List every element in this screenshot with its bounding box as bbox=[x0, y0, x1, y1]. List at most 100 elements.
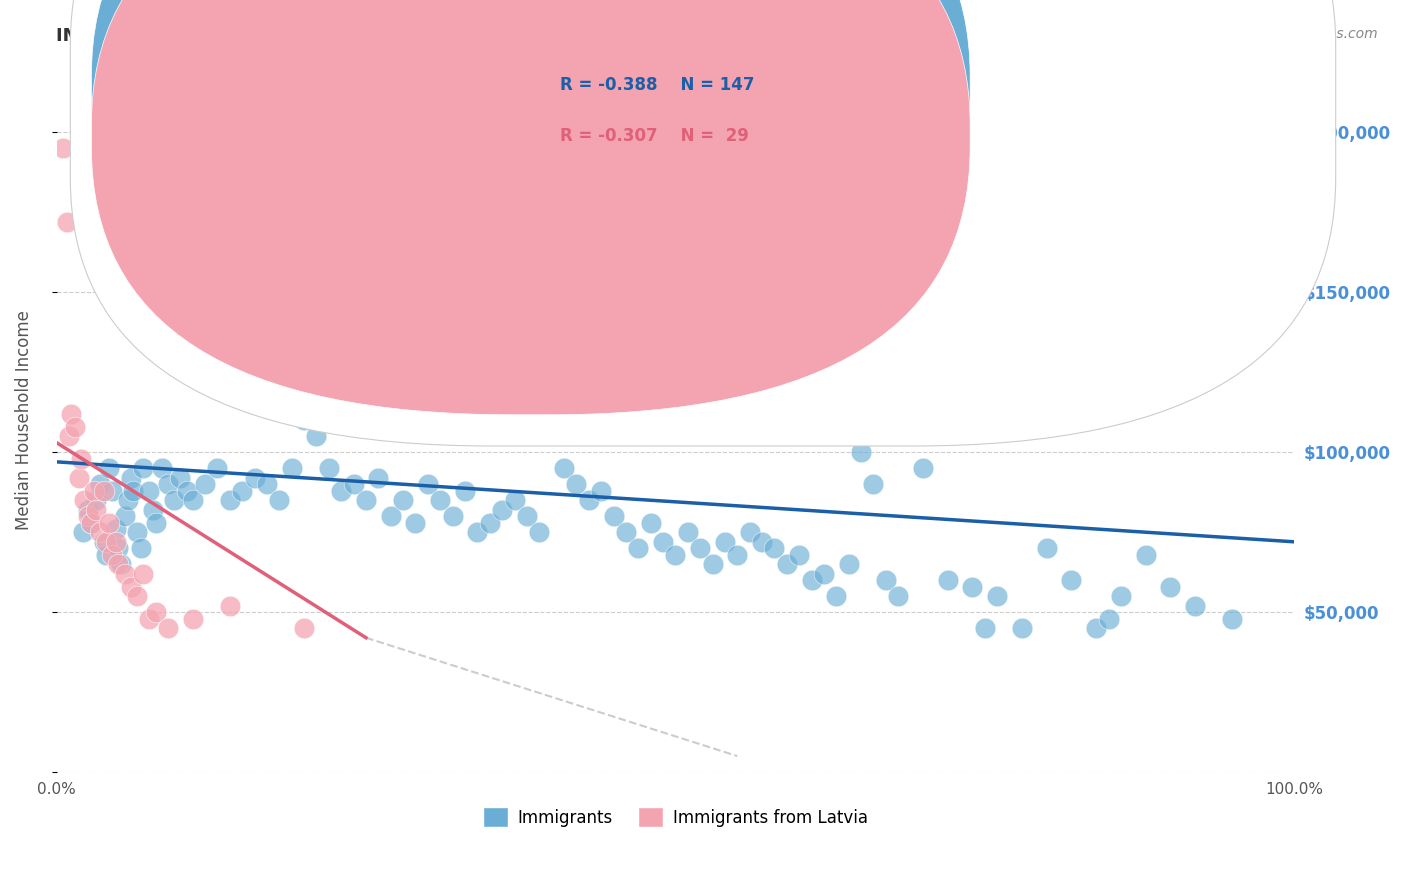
Immigrants bbox=[714, 534, 737, 549]
Immigrants bbox=[176, 483, 198, 498]
Immigrants from Latvia bbox=[76, 509, 98, 524]
Immigrants bbox=[776, 557, 799, 571]
Immigrants bbox=[94, 548, 117, 562]
Immigrants from Latvia bbox=[70, 451, 93, 466]
Immigrants bbox=[602, 509, 624, 524]
Immigrants from Latvia bbox=[125, 589, 148, 603]
Immigrants bbox=[392, 493, 415, 508]
Immigrants bbox=[280, 461, 302, 475]
Immigrants bbox=[614, 525, 637, 540]
Immigrants bbox=[516, 509, 538, 524]
Immigrants bbox=[664, 548, 686, 562]
Immigrants bbox=[640, 516, 662, 530]
Immigrants bbox=[800, 573, 823, 587]
Immigrants from Latvia bbox=[73, 493, 96, 508]
Immigrants bbox=[156, 477, 179, 491]
Immigrants from Latvia bbox=[138, 611, 160, 625]
Legend: Immigrants, Immigrants from Latvia: Immigrants, Immigrants from Latvia bbox=[477, 800, 875, 834]
Immigrants bbox=[110, 557, 132, 571]
Immigrants bbox=[117, 493, 139, 508]
Immigrants bbox=[973, 621, 995, 635]
Immigrants bbox=[652, 534, 675, 549]
Immigrants bbox=[1135, 548, 1157, 562]
Immigrants bbox=[256, 477, 278, 491]
Immigrants from Latvia bbox=[93, 483, 115, 498]
Immigrants bbox=[122, 483, 145, 498]
Immigrants bbox=[738, 525, 761, 540]
Immigrants bbox=[825, 589, 848, 603]
Immigrants bbox=[565, 477, 588, 491]
Immigrants bbox=[132, 461, 155, 475]
Immigrants bbox=[1060, 573, 1083, 587]
Immigrants bbox=[441, 509, 464, 524]
Immigrants from Latvia bbox=[55, 215, 77, 229]
Immigrants bbox=[343, 477, 366, 491]
Immigrants bbox=[1035, 541, 1057, 556]
Immigrants from Latvia bbox=[156, 621, 179, 635]
Immigrants bbox=[962, 580, 984, 594]
Immigrants from Latvia bbox=[181, 611, 204, 625]
Immigrants bbox=[231, 483, 253, 498]
Immigrants bbox=[125, 525, 148, 540]
Immigrants bbox=[207, 461, 229, 475]
Immigrants bbox=[578, 493, 600, 508]
Immigrants bbox=[553, 461, 575, 475]
Immigrants bbox=[503, 493, 526, 508]
Immigrants bbox=[163, 493, 186, 508]
Immigrants from Latvia bbox=[218, 599, 240, 613]
Immigrants bbox=[101, 483, 124, 498]
Immigrants bbox=[936, 573, 959, 587]
Immigrants from Latvia bbox=[63, 419, 86, 434]
Immigrants bbox=[318, 461, 340, 475]
Immigrants bbox=[114, 509, 136, 524]
Text: Source: ZipAtlas.com: Source: ZipAtlas.com bbox=[1230, 27, 1378, 41]
Immigrants bbox=[194, 477, 217, 491]
Immigrants bbox=[1184, 599, 1206, 613]
Immigrants bbox=[986, 589, 1008, 603]
Immigrants bbox=[84, 493, 107, 508]
Immigrants bbox=[725, 548, 748, 562]
Text: IMMIGRANTS VS IMMIGRANTS FROM LATVIA MEDIAN HOUSEHOLD INCOME CORRELATION CHART: IMMIGRANTS VS IMMIGRANTS FROM LATVIA MED… bbox=[56, 27, 1029, 45]
Immigrants from Latvia bbox=[132, 566, 155, 581]
Immigrants bbox=[849, 445, 872, 459]
Immigrants bbox=[150, 461, 173, 475]
Immigrants bbox=[540, 381, 562, 395]
Immigrants bbox=[405, 516, 427, 530]
Immigrants from Latvia bbox=[94, 534, 117, 549]
Immigrants bbox=[76, 503, 98, 517]
Immigrants bbox=[243, 471, 266, 485]
Immigrants bbox=[787, 548, 810, 562]
Immigrants bbox=[813, 566, 835, 581]
Text: R = -0.307    N =  29: R = -0.307 N = 29 bbox=[560, 127, 748, 145]
Immigrants bbox=[491, 503, 513, 517]
Immigrants bbox=[80, 516, 103, 530]
Immigrants bbox=[838, 557, 860, 571]
Immigrants bbox=[93, 534, 115, 549]
Immigrants bbox=[429, 493, 451, 508]
Text: ZIPatlas: ZIPatlas bbox=[512, 385, 839, 455]
Immigrants from Latvia bbox=[105, 534, 128, 549]
Immigrants bbox=[72, 525, 94, 540]
Immigrants bbox=[478, 516, 501, 530]
Immigrants bbox=[1085, 621, 1108, 635]
Immigrants bbox=[354, 493, 377, 508]
Immigrants bbox=[292, 413, 315, 427]
Immigrants bbox=[181, 493, 204, 508]
Y-axis label: Median Household Income: Median Household Income bbox=[15, 310, 32, 530]
Immigrants bbox=[218, 493, 240, 508]
Immigrants bbox=[416, 477, 439, 491]
Immigrants bbox=[97, 461, 120, 475]
Immigrants bbox=[676, 525, 699, 540]
Immigrants bbox=[467, 525, 489, 540]
Immigrants from Latvia bbox=[52, 141, 75, 155]
Immigrants bbox=[529, 525, 551, 540]
Immigrants from Latvia bbox=[83, 483, 105, 498]
Immigrants bbox=[1097, 611, 1119, 625]
Immigrants bbox=[305, 429, 328, 443]
Immigrants bbox=[911, 461, 934, 475]
Immigrants from Latvia bbox=[97, 516, 120, 530]
Immigrants bbox=[862, 477, 884, 491]
Immigrants bbox=[380, 509, 402, 524]
Immigrants bbox=[1109, 589, 1132, 603]
Immigrants bbox=[1159, 580, 1181, 594]
